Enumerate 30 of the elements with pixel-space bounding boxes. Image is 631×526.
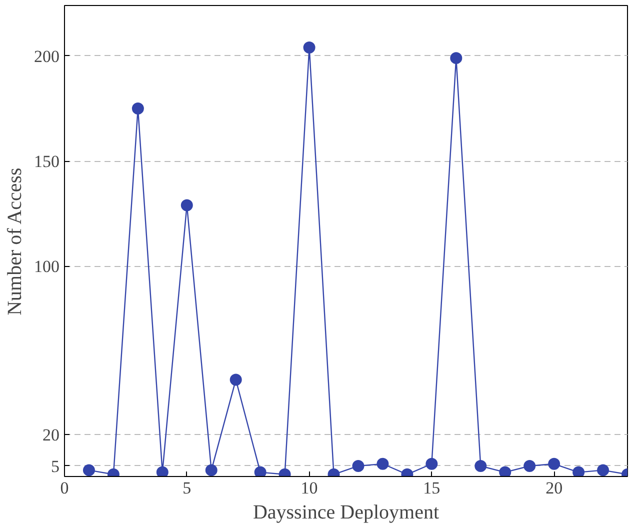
point	[524, 460, 536, 472]
x-tick-label: 10	[300, 478, 318, 498]
point	[352, 460, 364, 472]
point	[205, 464, 218, 476]
point	[572, 466, 585, 476]
point	[597, 464, 610, 476]
point	[548, 458, 560, 470]
point	[230, 374, 242, 386]
y-tick-label: 100	[34, 257, 60, 276]
x-tick-label: 0	[60, 478, 69, 498]
x-tick-label: 20	[546, 478, 563, 498]
y-tick-label: 200	[34, 46, 60, 66]
point	[376, 458, 389, 470]
point	[426, 458, 438, 470]
point	[450, 52, 462, 64]
x-tick-label: 15	[423, 478, 440, 498]
x-tick-label: 5	[182, 478, 192, 498]
y-axis-title: Number of Access	[4, 167, 26, 316]
point	[499, 466, 512, 476]
point	[180, 199, 193, 212]
point	[474, 460, 487, 472]
y-tick-label: 150	[34, 152, 60, 172]
y-tick-label: 5	[51, 456, 60, 476]
point	[82, 464, 95, 476]
point	[303, 42, 316, 54]
point	[156, 466, 168, 476]
x-axis-title: Dayssince Deployment	[252, 502, 440, 524]
point	[132, 102, 144, 115]
y-tick-label: 20	[42, 425, 60, 444]
point	[254, 466, 266, 476]
